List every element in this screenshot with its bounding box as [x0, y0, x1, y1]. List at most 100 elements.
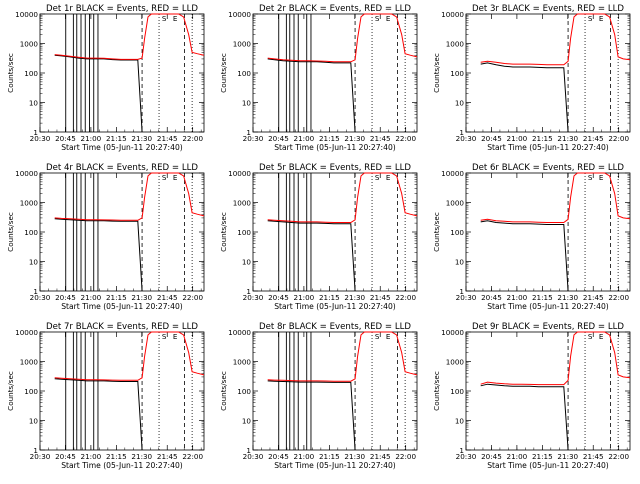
x-tick-label: 21:30 [557, 452, 578, 461]
x-tick-label: 22:00 [182, 134, 203, 143]
y-axis-label: Counts/sec [432, 53, 441, 93]
lld-series-line [480, 172, 631, 223]
x-tick-label: 21:00 [81, 452, 102, 461]
x-tick-label: 21:15 [532, 452, 553, 461]
x-tick-label: 21:00 [294, 452, 315, 461]
x-axis-label: Start Time (05-Jun-11 20:27:40) [61, 143, 183, 152]
x-tick-label: 21:15 [532, 293, 553, 302]
marker-label: S [162, 173, 167, 182]
y-axis-label: Counts/sec [6, 212, 15, 252]
events-series-line [480, 220, 569, 292]
y-axis-label: Counts/sec [219, 212, 228, 252]
events-series-line [480, 62, 569, 133]
panel-title: Det 5r BLACK = Events, RED = LLD [259, 163, 411, 173]
marker-label: E [173, 332, 178, 341]
panel-title: Det 3r BLACK = Events, RED = LLD [472, 4, 624, 14]
marker-label: S [588, 332, 593, 341]
marker-label: E [599, 14, 604, 23]
plot-frame [39, 331, 205, 451]
y-tick-label: 100 [237, 228, 251, 237]
x-tick-label: 21:00 [81, 134, 102, 143]
x-tick-label: 20:45 [55, 134, 76, 143]
x-tick-label: 21:00 [507, 452, 528, 461]
lld-series-line [54, 13, 205, 60]
plot-frame [465, 13, 631, 133]
x-tick-label: 21:15 [532, 134, 553, 143]
x-tick-label: 22:00 [608, 134, 629, 143]
y-tick-label: 10000 [228, 10, 251, 19]
x-tick-label: 22:00 [395, 452, 416, 461]
y-tick-label: 10 [29, 417, 39, 426]
y-tick-label: 100 [24, 69, 38, 78]
x-tick-label: 20:45 [268, 134, 289, 143]
x-tick-label: 22:00 [182, 452, 203, 461]
x-axis-label: Start Time (05-Jun-11 20:27:40) [487, 461, 609, 470]
y-tick-label: 1000 [20, 40, 39, 49]
x-tick-label: 21:30 [131, 134, 152, 143]
events-series-line [54, 378, 143, 451]
panel-6: Det 6r BLACK = Events, RED = LLD 1 10 100 10… [432, 163, 631, 311]
x-tick-label: 21:45 [157, 134, 178, 143]
x-tick-label: 21:45 [370, 293, 391, 302]
x-tick-label: 20:30 [456, 293, 477, 302]
y-tick-label: 100 [24, 228, 38, 237]
y-tick-label: 10 [29, 99, 39, 108]
marker-label: E [173, 14, 178, 23]
x-tick-label: 22:00 [608, 293, 629, 302]
x-tick-label: 20:30 [243, 293, 264, 302]
x-tick-label: 21:15 [106, 452, 127, 461]
panel-5: Det 5r BLACK = Events, RED = LLD 1 10 100 10… [219, 163, 418, 311]
x-tick-label: 21:45 [583, 452, 604, 461]
y-tick-label: 10 [455, 258, 465, 267]
panel-title: Det 4r BLACK = Events, RED = LLD [46, 163, 198, 173]
marker-label: E [386, 14, 391, 23]
x-tick-label: 21:30 [344, 293, 365, 302]
x-tick-label: 20:45 [55, 293, 76, 302]
x-axis-label: Start Time (05-Jun-11 20:27:40) [487, 143, 609, 152]
panel-9: Det 9r BLACK = Events, RED = LLD 1 10 100 10… [432, 322, 631, 470]
y-tick-label: 100 [450, 228, 464, 237]
y-axis-label: Counts/sec [219, 53, 228, 93]
y-tick-label: 1000 [20, 358, 39, 367]
y-tick-label: 100 [24, 387, 38, 396]
x-tick-label: 20:30 [243, 452, 264, 461]
plot-frame [465, 331, 631, 451]
x-tick-label: 21:00 [294, 293, 315, 302]
x-tick-label: 20:30 [243, 134, 264, 143]
lld-series-line [480, 13, 631, 66]
plot-frame [252, 172, 418, 292]
lld-series-line [54, 331, 205, 381]
panel-title: Det 8r BLACK = Events, RED = LLD [259, 322, 411, 332]
x-tick-label: 20:45 [268, 452, 289, 461]
y-tick-label: 10 [242, 258, 252, 267]
marker-label: S [375, 14, 380, 23]
x-tick-label: 21:00 [294, 134, 315, 143]
y-tick-label: 10000 [228, 328, 251, 337]
x-axis-label: Start Time (05-Jun-11 20:27:40) [61, 461, 183, 470]
plot-frame [465, 172, 631, 292]
marker-label: S [375, 173, 380, 182]
x-tick-label: 20:45 [481, 134, 502, 143]
panel-1: Det 1r BLACK = Events, RED = LLD 1 10 100 10… [6, 4, 205, 152]
marker-label: S [588, 14, 593, 23]
x-tick-label: 21:15 [106, 293, 127, 302]
panel-title: Det 2r BLACK = Events, RED = LLD [259, 4, 411, 14]
y-tick-label: 1 [33, 446, 38, 455]
x-tick-label: 21:30 [131, 452, 152, 461]
marker-label: S [588, 173, 593, 182]
x-tick-label: 21:30 [557, 134, 578, 143]
y-tick-label: 1 [246, 287, 251, 296]
y-tick-label: 1000 [446, 199, 465, 208]
y-tick-label: 10000 [441, 169, 464, 178]
lld-series-line [267, 331, 418, 382]
x-tick-label: 20:30 [456, 134, 477, 143]
x-tick-label: 22:00 [395, 293, 416, 302]
panel-title: Det 1r BLACK = Events, RED = LLD [46, 4, 198, 14]
x-axis-label: Start Time (05-Jun-11 20:27:40) [274, 302, 396, 311]
y-tick-label: 1 [33, 128, 38, 137]
panel-title: Det 9r BLACK = Events, RED = LLD [472, 322, 624, 332]
x-tick-label: 20:30 [30, 293, 51, 302]
y-tick-label: 1000 [446, 40, 465, 49]
panel-title: Det 6r BLACK = Events, RED = LLD [472, 163, 624, 173]
lld-series-line [480, 331, 631, 386]
